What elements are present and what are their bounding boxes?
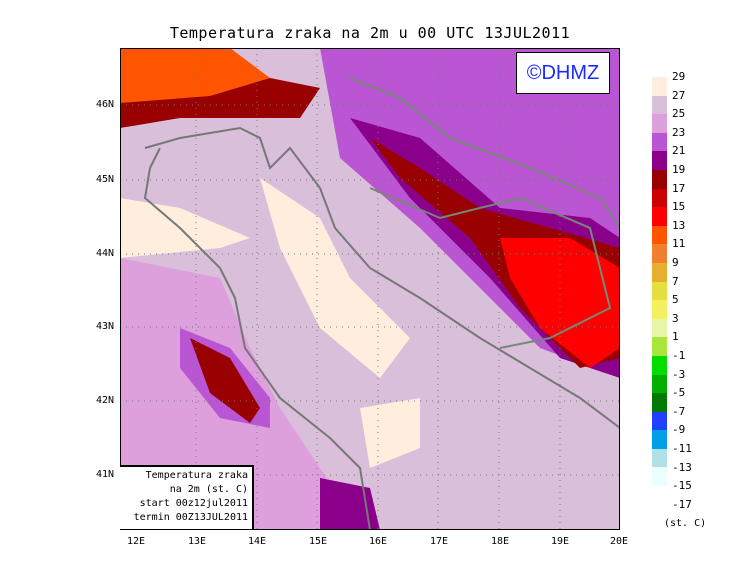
legend-swatch <box>652 207 667 226</box>
sea-zone-29 <box>260 178 410 378</box>
lon-tick: 16E <box>369 536 388 547</box>
legend-label: 7 <box>672 274 679 288</box>
coastline <box>143 126 620 530</box>
lat-tick: 43N <box>96 321 115 332</box>
legend-label: -9 <box>672 423 686 437</box>
legend-swatch <box>652 151 667 170</box>
lat-tick: 46N <box>96 99 115 110</box>
legend-label: -13 <box>672 460 692 474</box>
legend-label: 29 <box>672 70 686 83</box>
legend-label: 17 <box>672 181 686 195</box>
lon-tick: 18E <box>491 536 510 547</box>
legend-label: 3 <box>672 311 679 325</box>
legend-label: -1 <box>672 349 686 362</box>
legend-swatch <box>652 430 667 449</box>
info-line: start 00z12jul2011 <box>139 498 248 509</box>
border <box>349 77 620 349</box>
legend-label: -7 <box>672 404 686 418</box>
legend-label: -11 <box>672 442 692 455</box>
lat-tick: 41N <box>96 469 115 480</box>
info-line: na 2m (st. C) <box>169 484 248 495</box>
lon-tick: 15E <box>309 536 328 547</box>
inland-zone-13 <box>500 238 620 368</box>
legend-swatch <box>652 337 667 356</box>
info-line: termin 00Z13JUL2011 <box>133 512 248 523</box>
italy-zone-17 <box>190 338 260 423</box>
legend-swatch <box>652 374 667 394</box>
alps-zone-19 <box>120 78 320 128</box>
legend-label: 11 <box>672 237 686 251</box>
legend-swatch <box>652 95 667 115</box>
legend-swatch <box>652 393 667 412</box>
legend-swatch <box>652 355 667 375</box>
legend-label: 27 <box>672 88 686 102</box>
lon-tick: 14E <box>248 536 267 547</box>
legend-swatch <box>652 467 667 487</box>
legend-label: 25 <box>672 107 686 121</box>
legend-label: 13 <box>672 218 686 232</box>
legend-swatch <box>652 77 667 96</box>
legend-label: -15 <box>672 479 692 493</box>
legend-swatch <box>652 188 667 208</box>
legend-swatch <box>652 448 667 468</box>
info-line: Temperatura zraka <box>145 470 248 481</box>
legend-label: 9 <box>672 256 679 269</box>
legend-label: 1 <box>672 330 679 344</box>
legend-label: -3 <box>672 367 686 381</box>
legend-swatch <box>652 281 667 301</box>
legend-label: 21 <box>672 144 686 158</box>
legend-label: -5 <box>672 386 686 400</box>
map-title: Temperatura zraka na 2m u 00 UTC 13JUL20… <box>169 24 571 42</box>
lon-tick: 19E <box>551 536 570 547</box>
lat-tick: 42N <box>96 395 115 406</box>
color-legend: 29 27 25 23 21 19 17 15 13 11 9 7 5 3 1 -1 -3 -5 -7 -9 -11 -1… <box>652 70 692 511</box>
legend-label: 19 <box>672 163 686 176</box>
legend-swatch <box>652 411 667 431</box>
lon-tick: 17E <box>430 536 449 547</box>
sea-zone-29c <box>360 398 420 468</box>
legend-swatch <box>652 244 667 263</box>
legend-swatch <box>652 114 667 133</box>
italy-south-19 <box>320 478 380 530</box>
legend-swatch <box>652 300 667 319</box>
lat-tick: 45N <box>96 174 115 185</box>
legend-unit: (st. C) <box>664 518 707 529</box>
temperature-map <box>120 48 620 530</box>
legend-label: 5 <box>672 293 679 307</box>
lon-tick: 13E <box>188 536 207 547</box>
sea-zone-29b <box>120 198 250 258</box>
legend-label: -17 <box>672 497 692 511</box>
legend-swatch <box>652 225 667 245</box>
legend-label: 15 <box>672 200 686 214</box>
legend-swatch <box>652 318 667 338</box>
info-box: Temperatura zraka na 2m (st. C) start 00… <box>120 465 254 529</box>
lon-tick: 20E <box>610 536 629 547</box>
lon-tick: 12E <box>127 536 146 547</box>
dhmz-logo: ©DHMZ <box>516 52 610 94</box>
legend-swatch <box>652 132 667 152</box>
lat-tick: 44N <box>96 248 115 259</box>
legend-swatch <box>652 169 667 189</box>
legend-label: 23 <box>672 125 686 139</box>
alps-cold <box>120 48 270 108</box>
legend-swatch <box>652 262 667 282</box>
